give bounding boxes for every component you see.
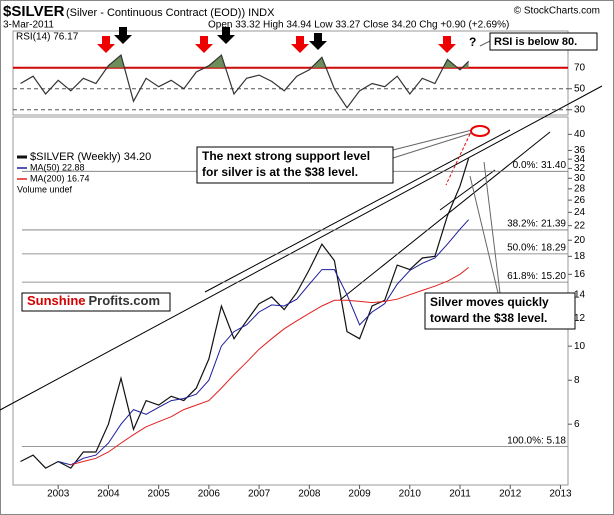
x-tick-label: 2007	[248, 489, 271, 500]
source: © StockCharts.com	[514, 6, 600, 17]
y-tick-label: 22	[574, 220, 586, 231]
x-tick-label: 2010	[399, 489, 422, 500]
y-tick-label: 30	[574, 173, 586, 184]
y-tick-label: 50	[574, 83, 586, 94]
series-line	[58, 219, 469, 466]
y-tick-label: 34	[574, 154, 586, 165]
fib-label: 61.8%: 15.20	[507, 271, 566, 282]
y-tick-label: 18	[574, 251, 586, 262]
series-line	[70, 267, 469, 466]
projection	[445, 133, 471, 186]
y-tick-label: 8	[574, 375, 580, 386]
y-tick-label: 24	[574, 207, 586, 218]
annotation: Silver moves quickly	[430, 295, 549, 309]
y-tick-label: 28	[574, 183, 586, 194]
chart-subtitle: (Silver - Continuous Contract (EOD)) IND…	[66, 7, 275, 19]
y-tick-label: 10	[574, 341, 586, 352]
pointer	[469, 175, 499, 294]
x-tick-label: 2011	[449, 489, 471, 500]
logo-part: Profits.com	[89, 293, 161, 308]
fib-label: 100.0%: 5.18	[507, 435, 566, 446]
y-tick-label: 16	[574, 269, 586, 280]
x-tick-label: 2006	[198, 489, 221, 500]
x-tick-label: 2009	[348, 489, 371, 500]
y-tick-label: 32	[574, 163, 586, 174]
y-tick-label: 40	[574, 129, 586, 140]
annotation-box	[424, 292, 576, 330]
red-arrow	[438, 36, 456, 53]
black-arrow	[114, 27, 132, 44]
series-line	[20, 54, 470, 109]
annotation: for silver is at the $38 level.	[202, 165, 358, 179]
pointer	[483, 161, 501, 294]
annotation-box	[489, 32, 598, 51]
y-tick-label: 20	[574, 235, 586, 246]
logo-box	[21, 292, 171, 312]
x-tick-label: 2012	[499, 489, 522, 500]
annotation: RSI is below 80.	[494, 36, 577, 48]
chart-title: $SILVER	[3, 3, 65, 20]
y-tick-label: 26	[574, 195, 586, 206]
fib-label: 50.0%: 18.29	[507, 243, 566, 254]
trend-line	[339, 131, 551, 301]
rsi-panel	[12, 30, 569, 116]
x-tick-label: 2008	[298, 489, 321, 500]
logo-part: Sunshine	[27, 293, 86, 308]
y-tick-label: 36	[574, 145, 586, 156]
x-tick-label: 2004	[97, 489, 120, 500]
target-ellipse	[470, 125, 490, 137]
y-tick-label: 30	[574, 104, 586, 115]
quote: Open 33.32 High 34.94 Low 33.27 Close 34…	[208, 20, 509, 31]
legend-entry: MA(50) 22.88	[30, 162, 85, 172]
black-arrow	[217, 27, 235, 44]
legend-entry: RSI(14) 76.17	[16, 32, 79, 43]
annotation-box	[196, 146, 394, 184]
red-arrow	[97, 36, 115, 53]
y-tick-label: 14	[574, 289, 586, 300]
annotation: ?	[469, 35, 476, 49]
pointer	[479, 40, 491, 47]
legend-entry: $SILVER (Weekly) 34.20	[30, 151, 151, 163]
pointer	[392, 132, 473, 159]
arrows	[97, 27, 456, 53]
annotation: The next strong support level	[202, 149, 370, 163]
x-tick-label: 2005	[148, 489, 171, 500]
legend-entry: Volume undef	[17, 184, 73, 194]
fib-label: 0.0%: 31.40	[513, 160, 567, 171]
red-arrow	[291, 36, 309, 53]
series-line	[20, 158, 470, 469]
black-arrow	[309, 33, 327, 50]
y-tick-label: 6	[574, 419, 580, 430]
annotation: toward the $38 level.	[430, 311, 547, 325]
date: 3-Mar-2011	[3, 20, 54, 31]
pointer	[392, 129, 473, 151]
red-arrow	[195, 36, 213, 53]
logo: Sunshine Profits.com	[27, 293, 160, 308]
x-tick-label: 2003	[47, 489, 70, 500]
fib-label: 38.2%: 21.39	[507, 219, 566, 230]
y-tick-label: 12	[574, 313, 586, 324]
trend-line	[0, 85, 603, 411]
legend-entry: MA(200) 16.74	[30, 173, 90, 183]
x-tick-label: 2013	[549, 489, 572, 500]
y-tick-label: 70	[574, 62, 586, 73]
